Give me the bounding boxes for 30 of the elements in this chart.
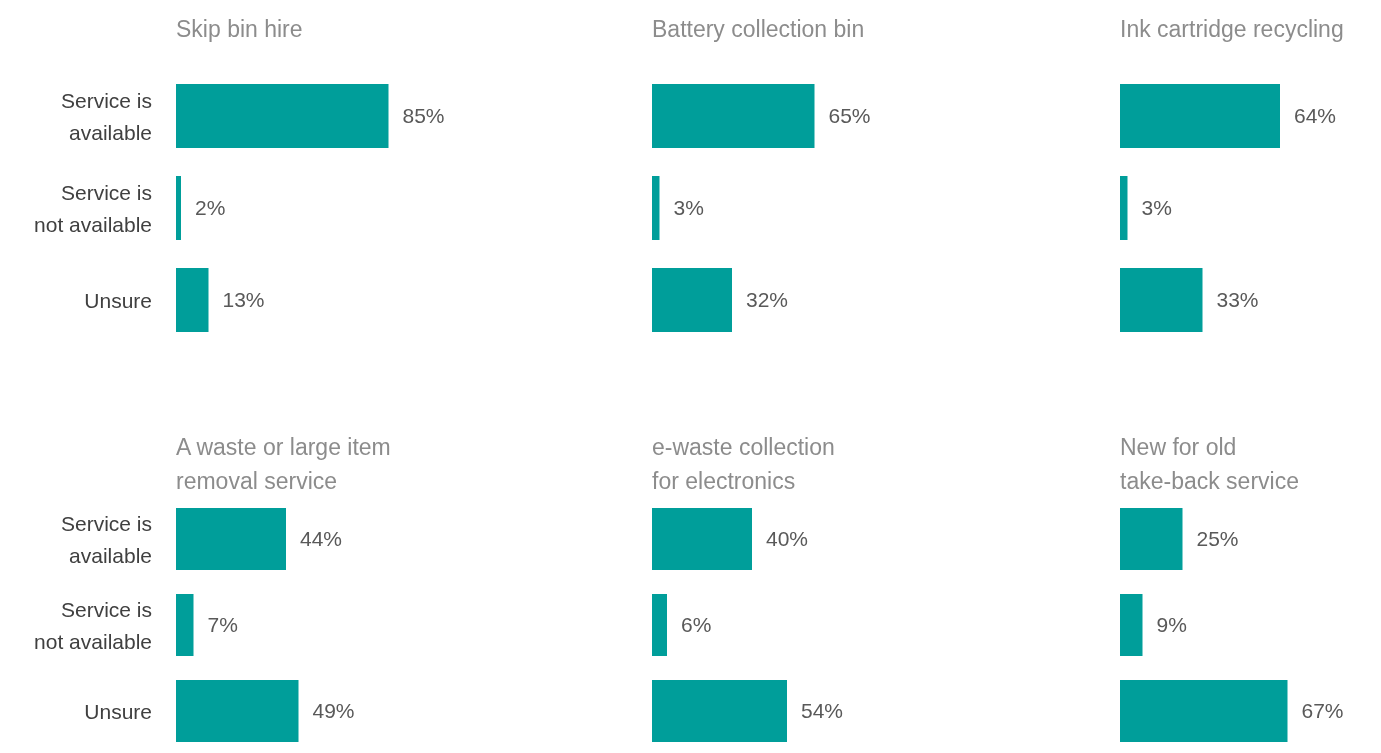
data-label: 85%: [402, 104, 445, 128]
data-label: 64%: [1294, 104, 1337, 128]
chart-title: Battery collection bin: [652, 15, 865, 44]
y-tick-label: Unsure: [84, 288, 152, 312]
y-tick-label: Service is available: [60, 88, 152, 144]
y-tick-label: Service is available: [60, 511, 152, 567]
chart-title: Skip bin hire: [176, 15, 303, 44]
data-label: 7%: [207, 613, 238, 637]
data-label: 65%: [828, 104, 871, 128]
chart-title: Ink cartridge recycling: [1120, 15, 1344, 44]
data-label: 13%: [222, 288, 265, 312]
data-label: 33%: [1216, 288, 1259, 312]
data-label: 44%: [300, 527, 343, 551]
chart-title: A waste or large item removal service: [176, 433, 391, 496]
data-label: 54%: [801, 699, 844, 723]
data-label: 9%: [1156, 613, 1187, 637]
y-tick-label: Unsure: [84, 699, 152, 723]
data-label: 40%: [766, 527, 809, 551]
data-label: 49%: [312, 699, 355, 723]
data-label: 3%: [1141, 196, 1172, 220]
data-label: 32%: [746, 288, 789, 312]
data-label: 2%: [195, 196, 226, 220]
data-label: 3%: [673, 196, 704, 220]
data-label: 6%: [681, 613, 712, 637]
y-tick-label: Service is not available: [34, 597, 152, 653]
chart-title: e-waste collection for electronics: [652, 433, 835, 496]
data-label: 67%: [1301, 699, 1344, 723]
y-tick-label: Service is not available: [34, 180, 152, 236]
chart-title: New for old take-back service: [1120, 433, 1299, 496]
data-label: 25%: [1196, 527, 1239, 551]
